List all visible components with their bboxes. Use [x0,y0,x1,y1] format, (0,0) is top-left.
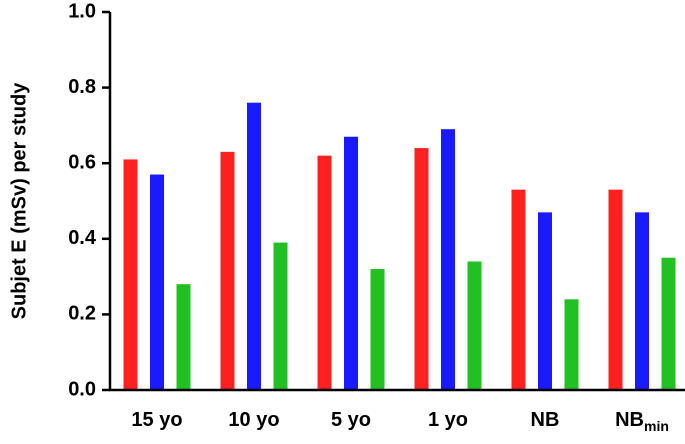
x-tick-label: 1 yo [428,409,468,431]
y-axis-label: Subjet E (mSv) per study [8,82,30,320]
category-subscript: min [644,418,669,434]
category-name: 5 yo [331,409,371,431]
bar [511,189,526,390]
bar [220,151,235,390]
x-tick-label: NBmin [615,409,669,433]
bar [317,155,332,390]
category-name: 1 yo [428,409,468,431]
bar [564,299,579,390]
bar [608,189,623,390]
bar [538,212,552,390]
category-name: NB [531,409,560,431]
bar [273,242,288,390]
y-tick-label: 0.2 [68,303,96,325]
bar [414,148,429,390]
bar [467,261,482,390]
category-name: 15 yo [131,409,182,431]
bar [635,212,649,390]
y-tick-label: 0.8 [68,76,96,98]
bar [247,102,261,390]
bar [441,129,455,390]
y-tick-label: 1.0 [68,0,96,22]
bar [344,136,358,390]
x-tick-label: 5 yo [331,409,371,431]
bar [661,257,676,390]
y-tick-label: 0.6 [68,151,96,173]
x-tick-label: 15 yo [131,409,182,431]
bar [150,174,164,390]
x-tick-label: NB [531,409,560,431]
bar [123,159,138,390]
category-name: NB [615,409,644,431]
category-name: 10 yo [228,409,279,431]
bar [176,284,191,390]
x-tick-label: 10 yo [228,409,279,431]
y-tick-label: 0.4 [68,227,97,249]
y-tick-label: 0.0 [68,378,96,400]
bar [370,269,385,390]
